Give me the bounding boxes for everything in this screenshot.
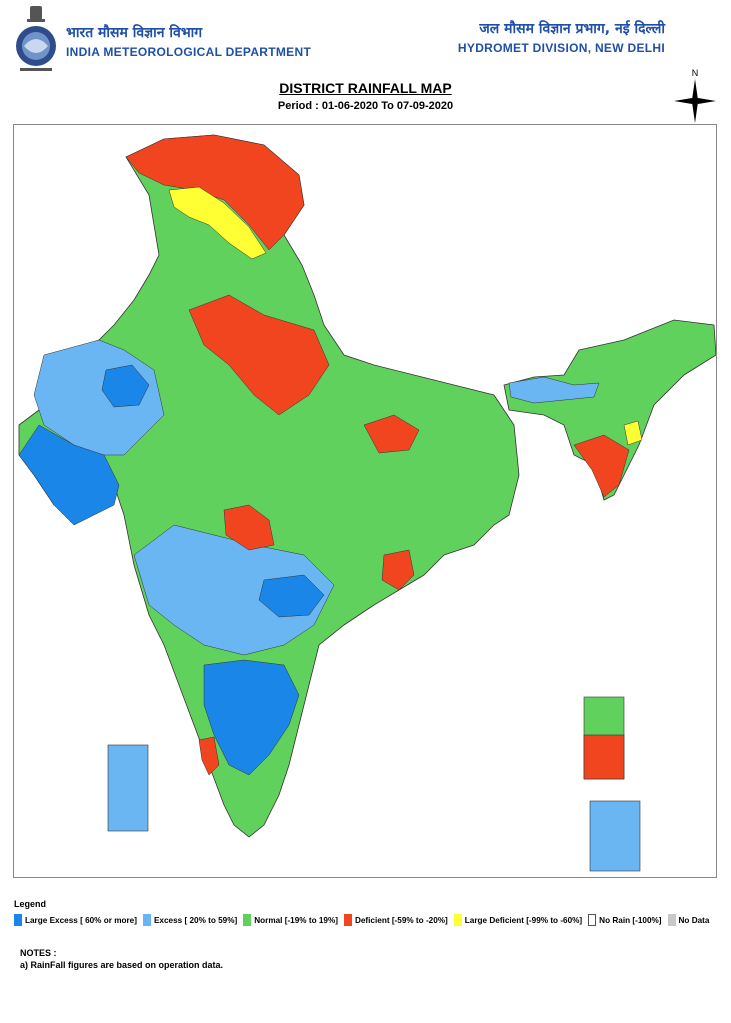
map-title: DISTRICT RAINFALL MAP <box>279 80 452 96</box>
region-telangana-large-excess <box>258 574 325 618</box>
legend: Large Excess [ 60% or more] Excess [ 20%… <box>14 914 715 926</box>
division-english-title: HYDROMET DIVISION, NEW DELHI <box>457 41 665 55</box>
region-kerala-deficient <box>198 736 220 776</box>
lakshadweep-inset <box>107 744 149 832</box>
region-hp-large-deficient <box>168 186 267 260</box>
header-hindi-title: भारत मौसम विज्ञान विभाग <box>66 25 203 41</box>
region-ne-large-deficient <box>623 420 643 446</box>
legend-item-large-deficient: Large Deficient [-99% to -60%] <box>453 914 582 926</box>
north-arrow-icon: N <box>674 68 716 123</box>
region-northeast <box>503 319 716 501</box>
legend-item-large-excess: Large Excess [ 60% or more] <box>14 914 137 926</box>
region-rajasthan-large-excess <box>101 364 150 408</box>
notes-heading: NOTES : <box>20 948 57 958</box>
islands-inset <box>589 800 641 872</box>
region-gujarat-large-excess <box>18 424 120 526</box>
region-south-large-excess <box>203 659 300 776</box>
header-english-title: INDIA METEOROLOGICAL DEPARTMENT <box>66 45 312 59</box>
legend-item-deficient: Deficient [-59% to -20%] <box>343 914 448 926</box>
region-central-excess <box>133 524 335 656</box>
swatch-large-excess <box>14 914 22 926</box>
map-period: Period : 01-06-2020 To 07-09-2020 <box>277 100 454 112</box>
swatch-no-rain <box>588 914 597 926</box>
india-district-rainfall-map <box>18 134 716 872</box>
ashoka-emblem-logo <box>16 6 56 71</box>
notes: NOTES : a) RainFall figures are based on… <box>20 947 223 971</box>
swatch-normal <box>243 914 252 926</box>
legend-item-excess: Excess [ 20% to 59%] <box>142 914 237 926</box>
compass-north-label: N <box>692 68 699 78</box>
map-frame <box>13 124 717 878</box>
region-jk-deficient <box>125 134 305 251</box>
swatch-excess <box>142 914 151 926</box>
region-up-deficient <box>188 294 330 416</box>
division-hindi-title: जल मौसम विज्ञान प्रभाग, नई दिल्ली <box>479 21 665 37</box>
legend-item-no-data: No Data <box>667 914 709 926</box>
region-bihar-deficient <box>363 414 420 454</box>
legend-item-normal: Normal [-19% to 19%] <box>243 914 338 926</box>
swatch-deficient <box>343 914 352 926</box>
region-ne-deficient <box>573 434 630 498</box>
swatch-no-data <box>667 914 676 926</box>
notes-line-1: a) RainFall figures are based on operati… <box>20 960 224 970</box>
region-mp-deficient <box>223 504 275 551</box>
swatch-large-deficient <box>453 914 462 926</box>
legend-item-no-rain: No Rain [-100%] <box>588 914 662 926</box>
region-ne-excess <box>508 376 600 404</box>
legend-title: Legend <box>14 899 47 909</box>
andaman-inset-deficient <box>583 734 625 780</box>
region-odisha-deficient <box>381 549 415 591</box>
